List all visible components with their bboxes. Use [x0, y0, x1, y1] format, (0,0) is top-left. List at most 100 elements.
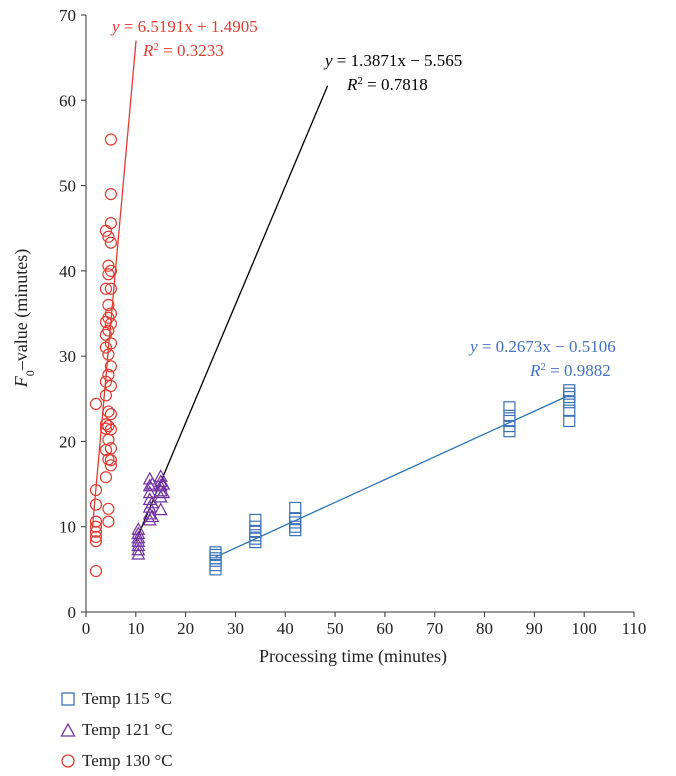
data-point-circle [99, 224, 113, 237]
data-point-circle [104, 442, 118, 455]
data-point-circle [89, 525, 103, 538]
data-point-square [289, 512, 302, 525]
scatter-chart: 0 10 20 30 40 50 60 70 80 90 100 110 0 10 20 30 40 50 60 7… [11, 6, 647, 667]
data-points [89, 133, 576, 578]
y-tick-label: 30 [59, 347, 76, 366]
x-tick-label: 30 [227, 619, 244, 638]
data-point-triangle [142, 506, 157, 520]
equation-121-line: y = 1.3871x − 5.565 [323, 51, 462, 70]
data-point-circle [99, 471, 113, 484]
data-point-circle [102, 502, 115, 515]
data-point-square [249, 513, 262, 526]
legend-item-121: Temp 121 °C [60, 714, 173, 745]
equation-121: y = 1.3871x − 5.565 R2 = 0.7818 [323, 51, 462, 94]
data-point-square [209, 563, 222, 576]
x-tick-label: 110 [622, 619, 647, 638]
data-point-circle [102, 298, 115, 312]
data-point-triangle [153, 502, 168, 516]
circle-marker-icon [61, 753, 75, 768]
data-point-triangle [131, 542, 146, 556]
x-tick-label: 0 [82, 619, 91, 638]
data-point-circle [104, 264, 118, 277]
data-point-square [209, 546, 222, 559]
y-tick-label: 10 [59, 518, 76, 537]
legend-label-115: Temp 115 °C [82, 688, 172, 708]
equation-130: y = 6.5191x + 1.4905 R2 = 0.3233 [110, 17, 258, 60]
data-point-circle [104, 307, 118, 320]
y-tick-label: 50 [59, 177, 76, 196]
data-point-circle [104, 379, 118, 393]
data-point-circle [99, 282, 113, 295]
data-point-circle [102, 368, 115, 382]
y-tick-label: 20 [59, 432, 76, 451]
data-point-circle [89, 498, 103, 511]
data-point-circle [102, 230, 115, 243]
data-point-circle [102, 324, 115, 337]
data-point-square [209, 558, 222, 572]
data-point-circle [99, 422, 113, 435]
data-point-triangle [145, 476, 160, 490]
data-point-triangle [156, 485, 171, 499]
y-tick-label: 60 [59, 91, 76, 110]
y-tick-label: 40 [59, 262, 76, 281]
data-point-circle [89, 535, 103, 548]
data-point-circle [99, 389, 113, 402]
data-point-circle [104, 423, 118, 436]
data-point-square [563, 414, 576, 428]
data-point-circle [89, 520, 103, 533]
legend-item-115: Temp 115 °C [60, 683, 173, 714]
legend-item-130: Temp 130 °C [60, 745, 173, 776]
data-point-square [249, 520, 262, 533]
trendline-121 [135, 85, 329, 542]
data-point-circle [89, 515, 103, 528]
data-point-square [503, 401, 516, 414]
y-tick-label: 0 [68, 603, 77, 622]
x-tick-label: 60 [376, 619, 393, 638]
legend-label-121: Temp 121 °C [82, 719, 173, 739]
equation-115: y = 0.2673x − 0.5106 R2 = 0.9882 [468, 337, 616, 380]
data-point-square [563, 404, 576, 417]
equation-115-line: y = 0.2673x − 0.5106 [468, 337, 616, 356]
data-point-circle [104, 459, 118, 472]
data-point-circle [104, 236, 118, 249]
data-point-circle [102, 268, 115, 281]
x-tick-label: 50 [327, 619, 344, 638]
data-point-triangle [142, 485, 157, 499]
data-point-circle [104, 408, 118, 421]
x-tick-label: 80 [476, 619, 493, 638]
x-ticks: 0 10 20 30 40 50 60 70 80 90 100 110 [82, 612, 647, 638]
equation-130-r2: R2 = 0.3233 [142, 41, 224, 60]
data-point-triangle [156, 476, 171, 490]
x-tick-label: 40 [277, 619, 294, 638]
data-point-circle [104, 454, 118, 467]
y-axis-label: F0–value (minutes) [11, 249, 37, 388]
data-point-circle [104, 188, 118, 201]
data-point-triangle [131, 546, 146, 560]
x-tick-label: 100 [571, 619, 597, 638]
x-tick-label: 20 [177, 619, 194, 638]
triangle-marker-icon [60, 722, 76, 737]
x-axis-label: Processing time (minutes) [259, 646, 447, 667]
data-point-circle [102, 419, 115, 433]
equation-121-r2: R2 = 0.7818 [346, 75, 428, 94]
data-point-circle [104, 360, 118, 373]
data-point-triangle [131, 533, 146, 547]
data-point-triangle [145, 509, 160, 523]
data-point-circle [104, 282, 118, 295]
data-point-circle [104, 133, 118, 146]
data-point-square [503, 409, 516, 422]
x-tick-label: 70 [426, 619, 443, 638]
data-point-circle [89, 530, 103, 544]
data-point-circle [104, 337, 118, 350]
square-marker-icon [61, 691, 75, 706]
data-point-square [289, 501, 302, 515]
x-tick-label: 90 [526, 619, 543, 638]
data-point-square [289, 524, 302, 537]
trendline-115 [215, 394, 570, 558]
data-point-triangle [142, 478, 157, 492]
y-ticks: 0 10 20 30 40 50 60 70 [59, 6, 86, 622]
data-point-circle [102, 405, 115, 418]
data-point-circle [89, 564, 103, 578]
data-point-triangle [131, 538, 146, 552]
legend-label-130: Temp 130 °C [82, 750, 173, 770]
